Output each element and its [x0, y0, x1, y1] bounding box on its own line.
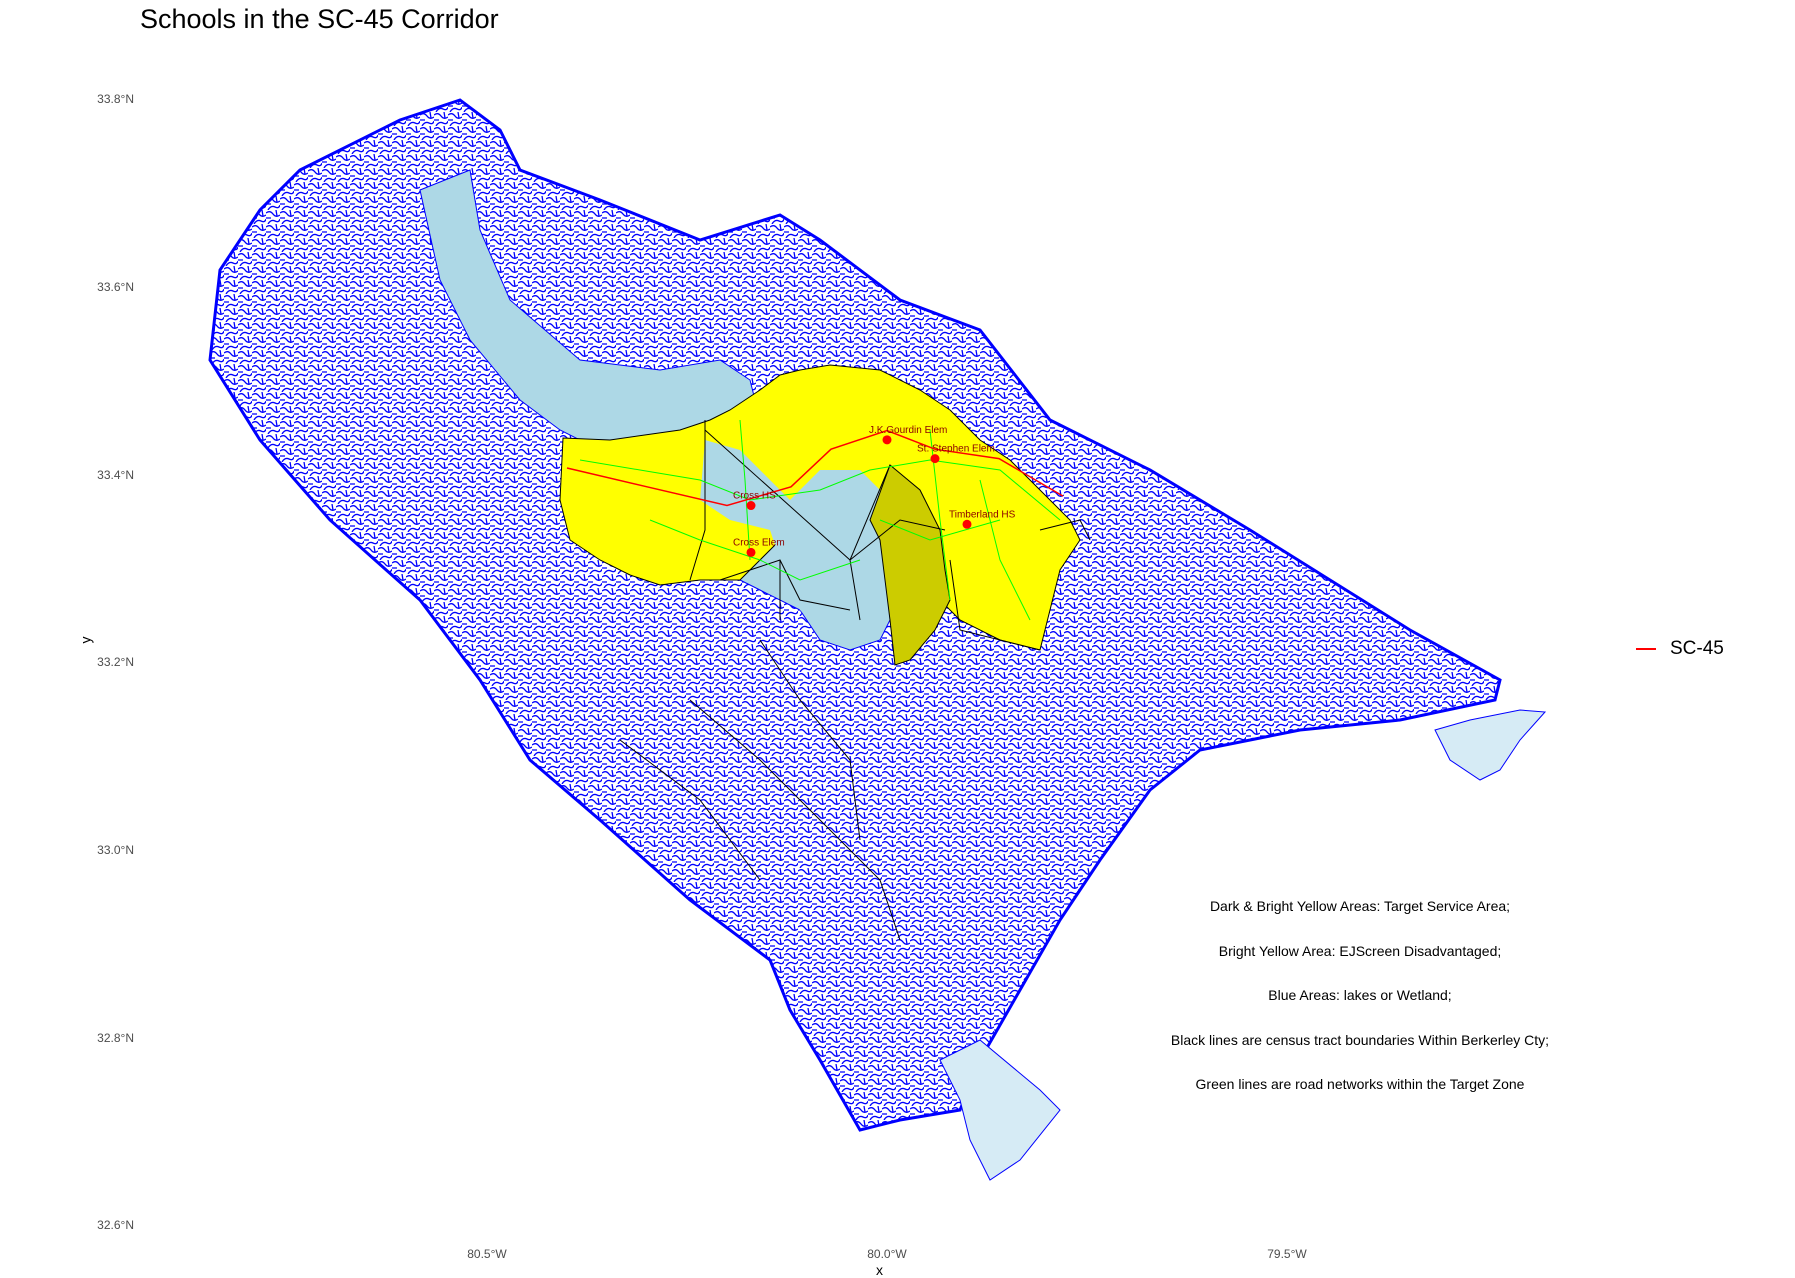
school-label: Cross Elem	[733, 537, 785, 548]
census-tract-lines	[619, 420, 1091, 941]
sc-45-legend-swatch	[1636, 648, 1656, 650]
y-tick-label: 33.8°N	[97, 92, 134, 106]
y-tick-label: 33.2°N	[97, 655, 134, 669]
y-tick-label: 33.4°N	[97, 468, 134, 482]
map-title: Schools in the SC-45 Corridor	[140, 4, 499, 34]
school-marker	[746, 501, 756, 511]
school-marker	[746, 547, 756, 557]
y-tick-label: 33.0°N	[97, 843, 134, 857]
x-tick-label: 79.5°W	[1267, 1247, 1307, 1261]
sc-45-legend-label: SC-45	[1670, 638, 1724, 659]
lake-area	[700, 440, 900, 640]
school-label: St. Stephen Elem	[917, 444, 995, 455]
sc-45-route	[566, 429, 1064, 507]
school-label: J.K.Gourdin Elem	[869, 425, 947, 436]
school-label: Timberland HS	[949, 509, 1016, 520]
school-marker	[962, 519, 972, 529]
y-tick-label: 32.8°N	[97, 1031, 134, 1045]
school-label: Cross HS	[733, 491, 776, 502]
y-tick-label: 33.6°N	[97, 280, 134, 294]
note-line: Green lines are road networks within the…	[1195, 1076, 1525, 1092]
estuary-area	[939, 1039, 1061, 1181]
map-legend: SC-45	[1636, 638, 1724, 660]
note-line: Dark & Bright Yellow Areas: Target Servi…	[1209, 898, 1511, 914]
note-line: Bright Yellow Area: EJScreen Disadvantag…	[1218, 942, 1502, 959]
road-network	[579, 419, 1061, 621]
school-markers: J.K.Gourdin Elem St. Stephen Elem Cross HS…	[733, 425, 1016, 557]
target-dark-area	[869, 464, 951, 666]
x-axis-title: x	[876, 1262, 883, 1278]
note-line: Black lines are census tract boundaries …	[1170, 1031, 1550, 1048]
y-tick-label: 32.6°N	[97, 1218, 134, 1232]
school-marker	[882, 435, 892, 445]
estuary-area	[1434, 709, 1547, 781]
school-marker	[930, 454, 940, 464]
map-notes: Dark & Bright Yellow Areas: Target Servi…	[1110, 898, 1610, 1121]
x-tick-label: 80.0°W	[867, 1247, 907, 1261]
note-line: Blue Areas: lakes or Wetland;	[1268, 987, 1452, 1003]
x-tick-label: 80.5°W	[467, 1247, 507, 1261]
